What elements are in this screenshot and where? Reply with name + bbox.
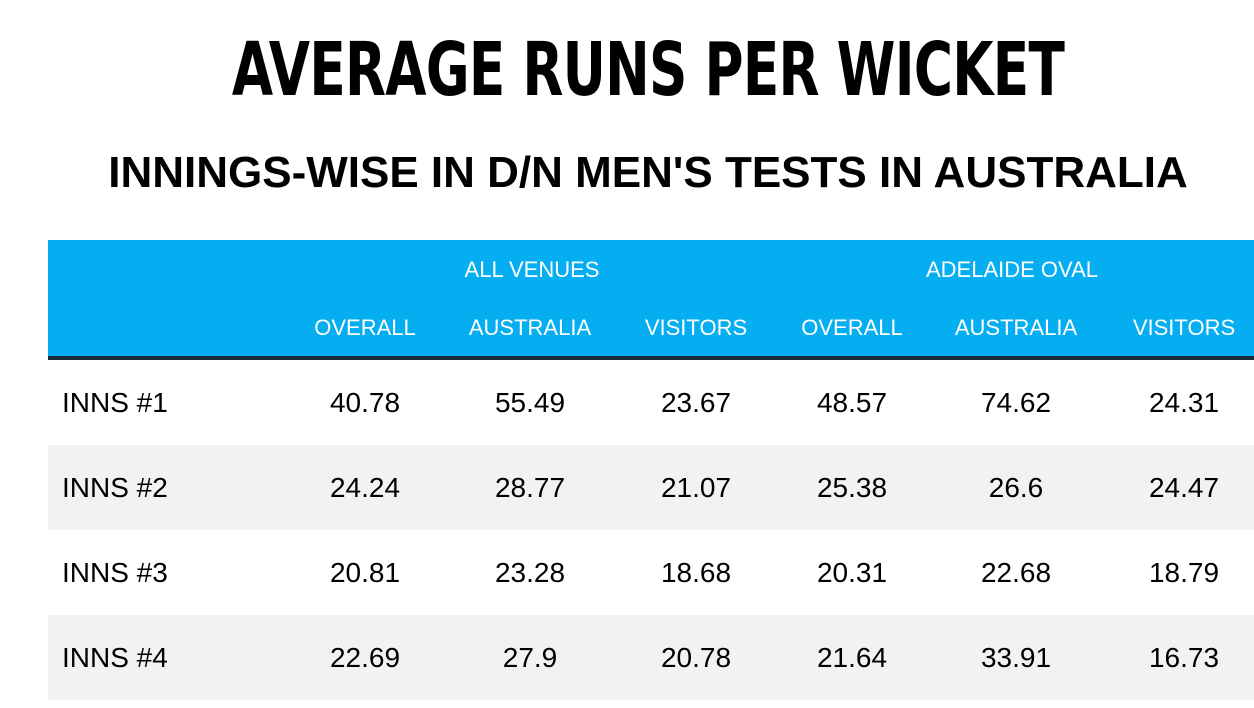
cell-adelaide-oval-australia: 26.6 bbox=[988, 472, 1044, 503]
table-row: INNS #3 20.81 23.28 18.68 20.31 22.68 18.79 bbox=[48, 530, 1254, 615]
stats-table: ALL VENUES ADELAIDE OVAL OVERALL AUSTRAL… bbox=[48, 240, 1254, 700]
cell-all-venues-australia: 55.49 bbox=[494, 387, 566, 418]
column-header-visitors: VISITORS bbox=[1132, 315, 1236, 340]
cell-adelaide-oval-visitors: 24.31 bbox=[1148, 387, 1220, 418]
cell-adelaide-oval-visitors: 16.73 bbox=[1148, 642, 1220, 673]
table-body: INNS #1 40.78 55.49 23.67 48.57 74.62 24.31 INN… bbox=[48, 360, 1254, 700]
table-row: INNS #1 40.78 55.49 23.67 48.57 74.62 24.31 bbox=[48, 360, 1254, 445]
cell-adelaide-oval-overall: 21.64 bbox=[816, 642, 888, 673]
cell-all-venues-australia: 28.77 bbox=[494, 472, 566, 503]
column-header-overall: OVERALL bbox=[801, 315, 903, 340]
cell-adelaide-oval-overall: 20.31 bbox=[816, 557, 888, 588]
table-row: INNS #2 24.24 28.77 21.07 25.38 26.6 24.47 bbox=[48, 445, 1254, 530]
cell-all-venues-australia: 27.9 bbox=[502, 642, 558, 673]
cell-adelaide-oval-overall: 25.38 bbox=[816, 472, 888, 503]
chart-title: AVERAGE RUNS PER WICKET bbox=[231, 27, 1065, 113]
row-label: INNS #3 bbox=[62, 557, 168, 588]
cell-adelaide-oval-overall: 48.57 bbox=[816, 387, 888, 418]
cell-all-venues-visitors: 21.07 bbox=[660, 472, 732, 503]
cell-all-venues-overall: 20.81 bbox=[329, 557, 401, 588]
row-label: INNS #2 bbox=[62, 472, 168, 503]
column-header-australia: AUSTRALIA bbox=[468, 315, 592, 340]
cell-all-venues-overall: 24.24 bbox=[329, 472, 401, 503]
column-header-australia: AUSTRALIA bbox=[954, 315, 1078, 340]
cell-all-venues-australia: 23.28 bbox=[494, 557, 566, 588]
cell-adelaide-oval-visitors: 18.79 bbox=[1148, 557, 1220, 588]
cell-all-venues-overall: 22.69 bbox=[329, 642, 401, 673]
row-label: INNS #4 bbox=[62, 642, 168, 673]
group-header-all-venues: ALL VENUES bbox=[464, 257, 600, 282]
cell-all-venues-visitors: 20.78 bbox=[660, 642, 732, 673]
cell-all-venues-overall: 40.78 bbox=[329, 387, 401, 418]
cell-adelaide-oval-australia: 74.62 bbox=[980, 387, 1052, 418]
table-row: INNS #4 22.69 27.9 20.78 21.64 33.91 16.73 bbox=[48, 615, 1254, 700]
row-label: INNS #1 bbox=[62, 387, 168, 418]
chart-subtitle: INNINGS-WISE IN D/N MEN'S TESTS IN AUSTR… bbox=[108, 148, 1188, 197]
cell-adelaide-oval-australia: 22.68 bbox=[980, 557, 1052, 588]
column-header-overall: OVERALL bbox=[314, 315, 416, 340]
cell-all-venues-visitors: 18.68 bbox=[660, 557, 732, 588]
table-header: ALL VENUES ADELAIDE OVAL OVERALL AUSTRAL… bbox=[48, 240, 1254, 360]
cell-adelaide-oval-australia: 33.91 bbox=[980, 642, 1052, 673]
group-header-adelaide-oval: ADELAIDE OVAL bbox=[926, 257, 1098, 282]
cell-adelaide-oval-visitors: 24.47 bbox=[1148, 472, 1220, 503]
cell-all-venues-visitors: 23.67 bbox=[660, 387, 732, 418]
column-header-visitors: VISITORS bbox=[644, 315, 748, 340]
